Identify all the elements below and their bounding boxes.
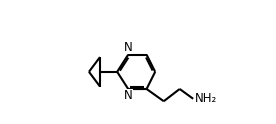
Text: N: N [124, 89, 132, 102]
Text: NH₂: NH₂ [195, 92, 217, 105]
Text: N: N [124, 41, 132, 54]
